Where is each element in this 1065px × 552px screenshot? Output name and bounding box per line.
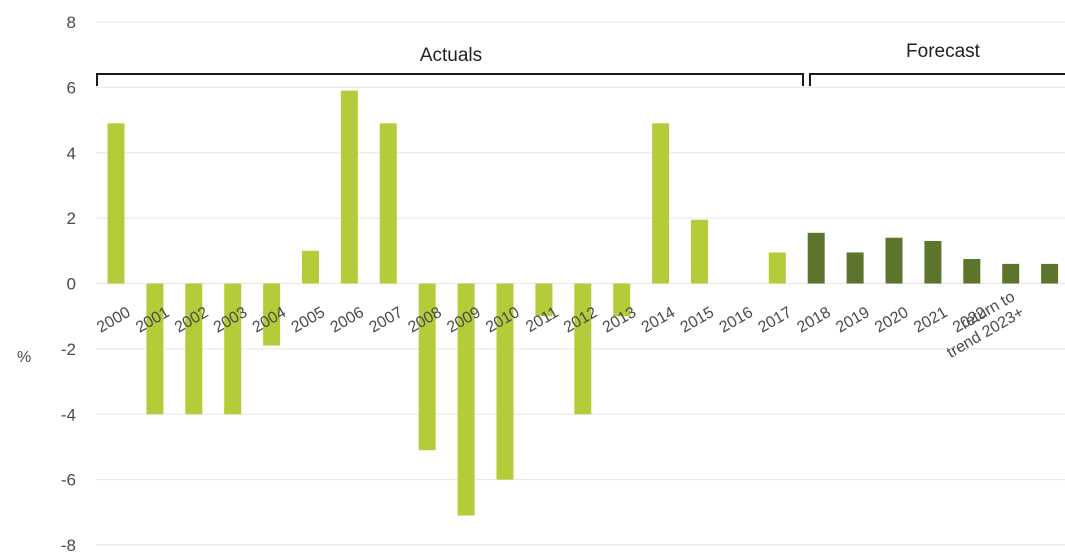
bar (574, 283, 592, 415)
x-category-label-line: 2020 (872, 304, 911, 337)
bar (418, 283, 436, 451)
bar (1041, 263, 1059, 284)
section-bracket (809, 73, 1065, 86)
x-category-label: 2005 (289, 304, 328, 337)
bar (613, 283, 631, 317)
bar (691, 219, 708, 284)
x-category-label-line: 2021 (911, 304, 950, 337)
y-axis-tick-labels: 8 6 4 2 0 -2 -4 -6 -8 (61, 13, 76, 552)
section-label: Actuals (420, 45, 482, 66)
y-tick-label: -8 (61, 536, 76, 552)
x-category-label: 2007 (366, 304, 405, 337)
y-tick-label: 2 (67, 209, 76, 228)
x-category-label: 2017 (755, 304, 794, 337)
bar (340, 90, 358, 284)
x-category-label: 2019 (833, 304, 872, 337)
x-category-label: 2020 (872, 304, 911, 337)
bar (535, 283, 553, 317)
section-label: Forecast (906, 41, 981, 62)
bar (224, 283, 242, 415)
x-category-label-line: 2019 (833, 304, 872, 337)
bar (185, 283, 203, 415)
bar (963, 258, 981, 284)
bar (807, 232, 825, 284)
y-tick-label: 6 (67, 78, 76, 97)
bar (146, 283, 164, 415)
x-category-label-line: 2007 (366, 304, 405, 337)
y-axis-title: % (17, 349, 31, 366)
bar (263, 283, 281, 346)
y-tick-label: -4 (61, 405, 76, 424)
bar (846, 252, 864, 284)
x-category-label-line: 2017 (755, 304, 794, 337)
x-category-label: 2016 (717, 304, 756, 337)
y-tick-label: -6 (61, 471, 76, 490)
bar (885, 237, 903, 284)
x-category-label: 2014 (639, 304, 678, 337)
bar (302, 250, 319, 284)
x-category-label-line: 2014 (639, 304, 678, 337)
y-tick-label: 8 (67, 13, 76, 32)
y-tick-label: -2 (61, 340, 76, 359)
bar (924, 241, 942, 284)
x-category-label-line: 2005 (289, 304, 328, 337)
y-tick-label: 0 (67, 275, 76, 294)
bar (107, 123, 125, 284)
x-category-label-line: 2016 (717, 304, 756, 337)
x-category-label-line: 2006 (328, 304, 367, 337)
x-category-label: 2006 (328, 304, 367, 337)
x-category-label: 2000 (94, 304, 133, 337)
x-category-label: 2021 (911, 304, 950, 337)
bar (652, 123, 670, 284)
bar (768, 252, 786, 284)
x-category-label: 2015 (678, 304, 717, 337)
bar (379, 123, 397, 284)
bars (107, 90, 1059, 516)
x-category-label: 2018 (794, 304, 833, 337)
bar (496, 283, 514, 480)
x-category-label-line: 2000 (94, 304, 133, 337)
x-category-label-line: 2015 (678, 304, 717, 337)
bar (1002, 263, 1020, 284)
section-bracket (96, 73, 804, 86)
bar (457, 283, 475, 516)
section-brackets: Actuals Forecast (96, 41, 1065, 86)
y-tick-label: 4 (67, 144, 76, 163)
x-category-label-line: 2018 (794, 304, 833, 337)
